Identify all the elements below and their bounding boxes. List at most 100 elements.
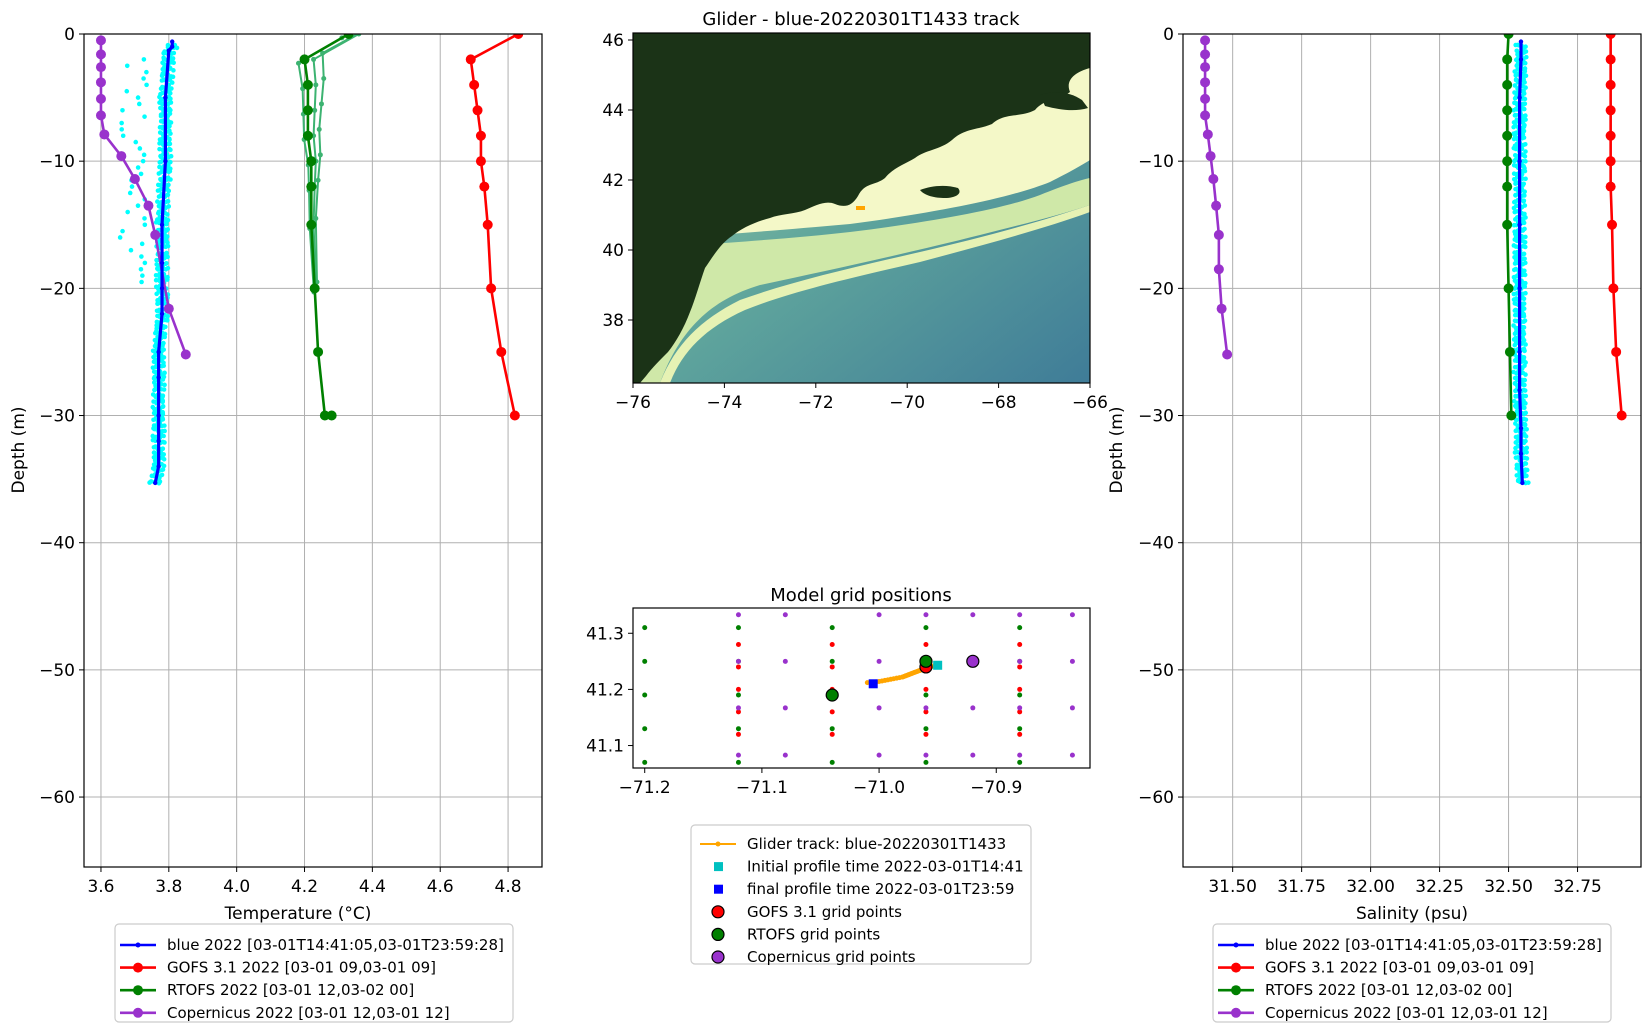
copernicus-grid-point	[1069, 612, 1075, 618]
glider-raw-point	[1522, 154, 1528, 159]
copernicus-profile-point	[1208, 173, 1219, 184]
rtofs-forecast-point	[313, 82, 319, 88]
copernicus-grid-point	[1069, 705, 1075, 711]
rtofs-forecast-point	[321, 76, 327, 82]
copernicus-profile-point	[116, 151, 127, 162]
glider-raw-point	[1523, 417, 1529, 422]
copernicus-profile-point	[95, 110, 106, 121]
glider-raw-point	[1522, 284, 1528, 289]
glider-raw-point	[174, 45, 180, 51]
glider-raw-point	[171, 68, 176, 73]
glider-raw-point	[170, 56, 176, 61]
rtofs-grid-point	[642, 658, 648, 664]
gofs-profile-point	[1605, 79, 1616, 90]
glider-mean-profile-point	[159, 286, 165, 291]
salinity-panel: 31.50 31.75 32.00 32.25 32.50 32.75 0 −10 −20 −30…	[1107, 25, 1642, 924]
copernicus-grid-point	[782, 705, 788, 711]
glider-raw-point	[1522, 363, 1527, 369]
salinity-axes-frame	[1182, 33, 1642, 868]
rtofs-profile-point	[1502, 105, 1513, 116]
copernicus-profile-point	[1200, 62, 1211, 73]
glider-raw-point	[1522, 211, 1527, 217]
copernicus-grid-point	[970, 612, 976, 618]
rtofs-grid-point	[923, 625, 929, 631]
rtofs-grid-point	[1017, 726, 1023, 732]
rtofs-forecast-point	[320, 50, 326, 56]
glider-raw-point	[1521, 331, 1527, 337]
map-y-tick-label: 44	[602, 101, 624, 121]
rtofs-grid-point	[642, 726, 648, 732]
glider-raw-point	[141, 76, 146, 81]
glider-mean-profile-point	[1517, 158, 1522, 164]
copernicus-grid-point	[735, 658, 741, 664]
glider-raw-point	[135, 95, 141, 100]
glider-raw-point	[1521, 251, 1527, 257]
rtofs-profile-point	[309, 283, 320, 294]
legend-entry: Initial profile time 2022-03-01T14:41	[747, 858, 1024, 876]
slope-band	[633, 178, 1090, 383]
legend-box	[690, 824, 1032, 965]
glider-raw-point	[1523, 393, 1529, 399]
glider-raw-point	[1522, 239, 1528, 245]
temperature-xlabel: Temperature (°C)	[224, 904, 372, 924]
legend-entry: GOFS 3.1 2022 [03-01 09,03-01 09]	[1265, 959, 1534, 977]
copernicus-profile-point	[1211, 200, 1222, 211]
glider-mean-profile-point	[1518, 426, 1524, 431]
y-tick-label: 0	[64, 25, 75, 45]
glider-raw-point	[1523, 438, 1528, 444]
rtofs-grid-point	[735, 692, 741, 698]
glider-raw-point	[165, 277, 170, 282]
glider-mean-profile-point	[1517, 222, 1522, 227]
gofs-profile-point	[486, 283, 497, 294]
x-tick-label: 4.6	[427, 877, 454, 897]
y-tick-label: −40	[1138, 534, 1174, 554]
gofs-profile	[469, 34, 519, 416]
gofs-profile-point	[1605, 156, 1616, 167]
glider-raw-point	[160, 411, 166, 417]
rtofs-grid-point	[1017, 692, 1023, 698]
glider-raw-point	[1521, 220, 1527, 226]
grid-x-tick-label: −70.9	[970, 778, 1022, 798]
nova-scotia-tip	[1040, 92, 1088, 111]
glider-raw-point	[1512, 83, 1518, 88]
copernicus-grid-point	[782, 752, 788, 758]
glider-raw-point	[1523, 113, 1528, 118]
glider-raw-point	[1522, 382, 1527, 388]
glider-raw-point	[1524, 473, 1529, 479]
gofs-grid-point	[829, 731, 835, 737]
rtofs-grid-point	[829, 759, 835, 765]
model-grid-panel: Model grid positions −71.2 −71.1 −71.0 −70.…	[586, 585, 1091, 798]
glider-raw-point	[164, 250, 169, 256]
glider-raw-point	[119, 120, 124, 126]
glider-raw-point	[165, 240, 170, 245]
gofs-grid-point	[923, 686, 929, 692]
glider-raw-point	[167, 168, 173, 174]
y-tick-label: −30	[39, 407, 75, 427]
glider-raw-point	[1522, 318, 1528, 323]
legend-swatch-marker	[133, 962, 143, 973]
glider-raw-point	[128, 247, 134, 253]
legend-entry: Copernicus 2022 [03-01 12,03-01 12]	[167, 1004, 450, 1022]
glider-raw-point	[1523, 290, 1528, 296]
glider-raw-point	[1522, 268, 1527, 274]
gofs-profile-point	[469, 79, 480, 90]
glider-mean-profile-point	[156, 438, 161, 444]
glider-raw-point	[162, 334, 168, 340]
y-tick-label: −60	[39, 788, 75, 808]
rtofs-grid-point	[642, 625, 648, 631]
gofs-profile-point	[1608, 283, 1619, 294]
copernicus-profile-point	[95, 93, 106, 104]
model-grid-legend: Glider track: blue-20220301T1433 Initial …	[690, 824, 1032, 966]
x-tick-label: 4.2	[291, 877, 318, 897]
glider-raw-point	[1521, 296, 1527, 302]
glider-raw-point	[136, 101, 142, 107]
copernicus-grid-point	[782, 612, 788, 618]
rtofs-grid-point	[829, 625, 835, 631]
glider-mean-profile-point	[159, 311, 165, 316]
y-tick-label: −40	[39, 534, 75, 554]
legend-swatch-marker	[715, 841, 721, 847]
legend-entry: blue 2022 [03-01T14:41:05,03-01T23:59:28…	[1265, 936, 1602, 954]
glider-raw-point	[161, 363, 167, 369]
legend-swatch-marker	[711, 950, 725, 964]
glider-raw-point	[169, 80, 175, 85]
